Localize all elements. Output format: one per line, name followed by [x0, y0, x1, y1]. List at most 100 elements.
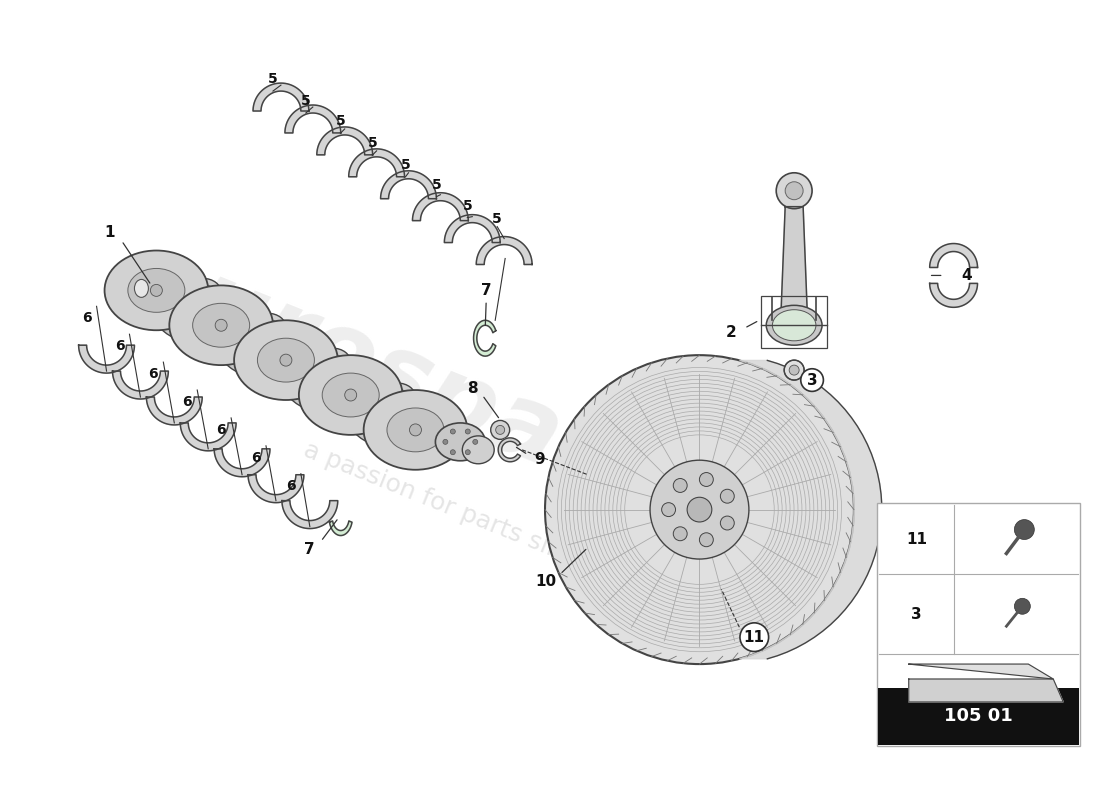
Ellipse shape — [134, 279, 148, 298]
Polygon shape — [739, 361, 882, 659]
Ellipse shape — [436, 423, 485, 461]
Text: 5: 5 — [493, 212, 502, 226]
Polygon shape — [930, 283, 978, 307]
Ellipse shape — [379, 383, 416, 411]
Polygon shape — [781, 206, 807, 308]
Text: 5: 5 — [268, 72, 278, 86]
Ellipse shape — [387, 408, 444, 452]
Text: 6: 6 — [251, 450, 261, 465]
Text: 2: 2 — [726, 325, 737, 340]
Circle shape — [720, 516, 735, 530]
FancyBboxPatch shape — [878, 688, 1079, 745]
Ellipse shape — [462, 436, 494, 464]
Circle shape — [650, 460, 749, 559]
Polygon shape — [147, 274, 230, 341]
Text: eurospare: eurospare — [117, 228, 684, 532]
Text: 6: 6 — [148, 367, 158, 381]
Circle shape — [344, 389, 356, 401]
Ellipse shape — [276, 343, 355, 413]
Circle shape — [151, 285, 163, 296]
Text: 5: 5 — [400, 158, 410, 172]
Text: 6: 6 — [217, 423, 226, 437]
Polygon shape — [146, 397, 202, 425]
Ellipse shape — [192, 303, 250, 347]
Text: 5: 5 — [301, 94, 310, 108]
Polygon shape — [444, 214, 500, 242]
Polygon shape — [909, 679, 1064, 702]
Polygon shape — [349, 149, 405, 177]
Ellipse shape — [322, 373, 379, 417]
Text: 5: 5 — [367, 136, 377, 150]
Circle shape — [700, 473, 713, 486]
Polygon shape — [330, 521, 352, 535]
Text: 105 01: 105 01 — [944, 707, 1013, 726]
Text: 5: 5 — [336, 114, 345, 128]
Polygon shape — [930, 243, 978, 267]
Circle shape — [216, 319, 227, 331]
Circle shape — [544, 355, 854, 664]
Ellipse shape — [169, 286, 273, 365]
Polygon shape — [112, 371, 168, 399]
Polygon shape — [214, 449, 270, 477]
Text: 6: 6 — [81, 311, 91, 326]
Circle shape — [688, 498, 712, 522]
Ellipse shape — [341, 378, 420, 448]
Circle shape — [784, 360, 804, 380]
Circle shape — [450, 450, 455, 454]
Ellipse shape — [146, 274, 226, 343]
Circle shape — [450, 429, 455, 434]
Circle shape — [785, 182, 803, 200]
Circle shape — [465, 450, 471, 454]
Polygon shape — [474, 320, 496, 356]
Ellipse shape — [772, 310, 816, 341]
Ellipse shape — [211, 309, 290, 378]
Ellipse shape — [315, 348, 351, 376]
Circle shape — [777, 173, 812, 209]
Circle shape — [1014, 519, 1034, 539]
Circle shape — [720, 490, 735, 503]
Polygon shape — [476, 237, 532, 265]
Text: 1: 1 — [104, 225, 114, 240]
Text: 5: 5 — [431, 178, 441, 192]
Circle shape — [473, 439, 477, 444]
Circle shape — [1014, 598, 1031, 614]
Text: 6: 6 — [183, 395, 192, 409]
Text: 6: 6 — [114, 339, 124, 353]
Text: 6: 6 — [286, 478, 296, 493]
Text: 3: 3 — [912, 606, 922, 622]
Polygon shape — [78, 345, 134, 373]
Ellipse shape — [299, 355, 403, 435]
Ellipse shape — [185, 278, 221, 306]
Polygon shape — [180, 423, 236, 451]
Polygon shape — [249, 474, 304, 502]
Ellipse shape — [364, 390, 468, 470]
Polygon shape — [381, 171, 437, 198]
Circle shape — [673, 527, 688, 541]
Text: 11: 11 — [906, 532, 927, 547]
Polygon shape — [317, 127, 373, 155]
Polygon shape — [412, 193, 469, 221]
Text: 5: 5 — [462, 198, 472, 213]
Circle shape — [700, 533, 713, 546]
Text: 7: 7 — [481, 283, 492, 298]
Polygon shape — [498, 438, 520, 462]
Ellipse shape — [250, 314, 286, 342]
Ellipse shape — [192, 285, 215, 300]
Text: 9: 9 — [535, 452, 546, 467]
Ellipse shape — [257, 338, 315, 382]
Text: 8: 8 — [468, 381, 477, 395]
Circle shape — [673, 478, 688, 493]
Ellipse shape — [386, 389, 408, 405]
Ellipse shape — [104, 250, 208, 330]
Circle shape — [465, 429, 471, 434]
Polygon shape — [253, 83, 309, 111]
Polygon shape — [277, 344, 360, 411]
Circle shape — [789, 365, 799, 375]
Circle shape — [496, 426, 505, 434]
Ellipse shape — [234, 320, 338, 400]
Text: 4: 4 — [961, 268, 972, 283]
Text: 3: 3 — [806, 373, 817, 387]
Circle shape — [661, 502, 675, 517]
Polygon shape — [285, 105, 341, 133]
Circle shape — [279, 354, 292, 366]
